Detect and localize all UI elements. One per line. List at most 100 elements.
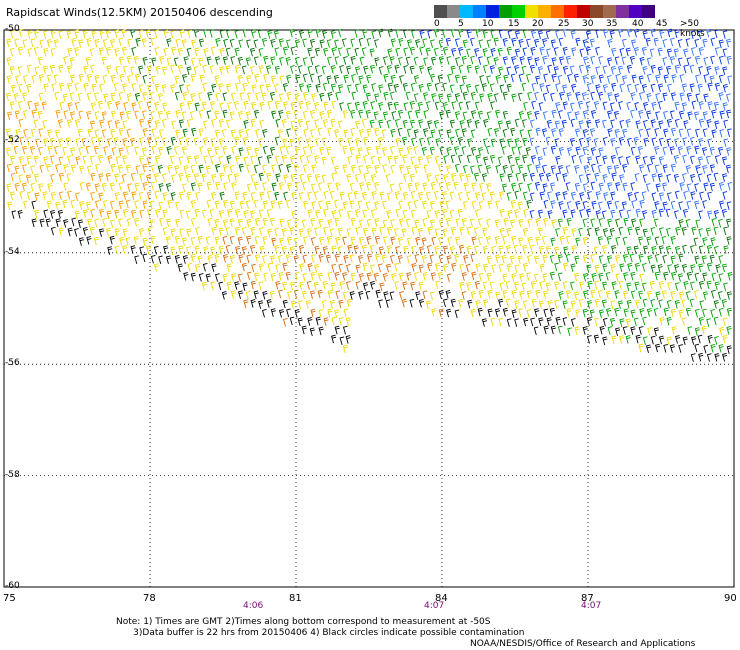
wind-barb [63, 219, 69, 228]
wind-barb [450, 154, 456, 164]
wind-barb [262, 290, 268, 300]
wind-barb [625, 156, 631, 165]
wind-barb [262, 128, 268, 138]
wind-barb [185, 210, 191, 219]
wind-barb [346, 298, 352, 308]
wind-barb [441, 208, 448, 218]
wind-barb [638, 75, 644, 85]
wind-barb [682, 137, 688, 146]
wind-barb [593, 246, 599, 256]
wind-barb [101, 56, 107, 66]
wind-barb [658, 137, 664, 147]
wind-barb [630, 109, 635, 119]
wind-barb [658, 208, 664, 218]
wind-barb [285, 199, 291, 209]
wind-barb [307, 263, 313, 272]
wind-barb [543, 199, 549, 209]
wind-barb [443, 155, 448, 164]
wind-barb [118, 37, 124, 47]
wind-barb [254, 254, 261, 263]
wind-barb [453, 181, 459, 191]
wind-barb [139, 246, 144, 255]
wind-barb [479, 93, 485, 102]
wind-barb [466, 48, 471, 58]
wind-barb [566, 92, 572, 101]
wind-barb [387, 155, 393, 165]
wind-barb [410, 156, 416, 165]
wind-barb [459, 120, 465, 129]
wind-barb [275, 118, 281, 128]
wind-barb [178, 119, 184, 128]
wind-barb [361, 244, 367, 254]
wind-barb [110, 39, 116, 48]
wind-barb [666, 48, 672, 58]
wind-barb [37, 56, 44, 66]
wind-barb [539, 83, 545, 92]
wind-barb [222, 109, 228, 119]
wind-barb [331, 263, 336, 273]
wind-barb [582, 200, 588, 210]
plot-frame [3, 29, 735, 588]
wind-barb [365, 109, 371, 119]
wind-barb [606, 255, 613, 264]
wind-barb [362, 84, 368, 93]
wind-barb [537, 209, 544, 219]
wind-barb [266, 65, 272, 74]
wind-barb [179, 29, 185, 39]
wind-barb [419, 137, 424, 147]
wind-barb [578, 227, 583, 237]
wind-barb [294, 309, 300, 318]
wind-barb [650, 155, 656, 165]
wind-barb [630, 271, 636, 281]
wind-barb [607, 92, 613, 101]
wind-barb [150, 254, 156, 264]
wind-barb [253, 164, 259, 174]
wind-barb [125, 145, 131, 155]
wind-barb [134, 182, 140, 192]
wind-barb [461, 291, 467, 300]
wind-barb [281, 245, 287, 255]
wind-barb [686, 128, 692, 138]
wind-barb [490, 29, 496, 39]
wind-barb [353, 245, 359, 254]
wind-barb [519, 290, 525, 300]
wind-barb [430, 73, 436, 83]
wind-barb [15, 75, 20, 84]
wind-barb [183, 272, 189, 281]
wind-barb [598, 74, 604, 84]
wind-barb [698, 118, 704, 128]
wind-barb [157, 110, 163, 120]
wind-barb [339, 281, 345, 290]
wind-barb [509, 255, 516, 264]
wind-barb [406, 145, 412, 155]
wind-barb [230, 56, 236, 65]
wind-barb [366, 37, 372, 47]
wind-barb [227, 102, 232, 111]
wind-barb [133, 236, 139, 245]
wind-barb [434, 82, 440, 92]
wind-barb [346, 228, 352, 237]
wind-barb [479, 75, 484, 84]
wind-barb [203, 246, 209, 255]
wind-barb [609, 102, 615, 111]
wind-barb [706, 173, 712, 183]
wind-barb [286, 236, 293, 246]
wind-barb [317, 289, 323, 299]
wind-barb [605, 290, 611, 300]
wind-barb [626, 64, 632, 74]
wind-barb [355, 66, 361, 75]
wind-barb [158, 183, 164, 192]
wind-barb [163, 47, 169, 57]
wind-barb [551, 219, 557, 228]
wind-barb [278, 109, 284, 119]
wind-barb [586, 335, 592, 344]
wind-barb [67, 102, 73, 111]
wind-barb [642, 263, 647, 272]
wind-barb [417, 227, 423, 237]
wind-barb [42, 191, 48, 200]
wind-barb [619, 120, 625, 129]
wind-barb [510, 199, 516, 209]
wind-barb [583, 290, 589, 299]
legend-color-bar [434, 5, 655, 18]
wind-barb [510, 219, 516, 228]
